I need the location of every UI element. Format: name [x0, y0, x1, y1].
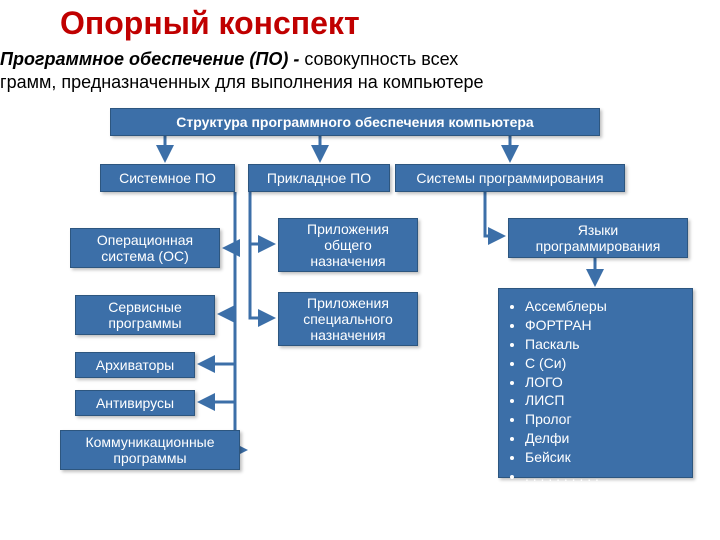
language-item: Бейсик	[525, 448, 682, 467]
box-system-software: Системное ПО	[100, 164, 235, 192]
subtitle-rest: совокупность всех	[304, 49, 458, 69]
box-languages: Языки программирования	[508, 218, 688, 258]
box-antivirus: Антивирусы	[75, 390, 195, 416]
box-application-software: Прикладное ПО	[248, 164, 390, 192]
language-item: ФОРТРАН	[525, 316, 682, 335]
language-item: Делфи	[525, 429, 682, 448]
language-item: Пролог	[525, 410, 682, 429]
language-list: АссемблерыФОРТРАНПаскальС (Си)ЛОГОЛИСППр…	[498, 288, 693, 478]
subtitle: Программное обеспечение (ПО) - совокупно…	[0, 48, 720, 93]
box-programming-systems: Системы программирования	[395, 164, 625, 192]
box-archivers: Архиваторы	[75, 352, 195, 378]
language-list-ul: АссемблерыФОРТРАНПаскальС (Си)ЛОГОЛИСППр…	[507, 297, 682, 486]
language-item: ЛИСП	[525, 391, 682, 410]
language-item: . . . . . . . . . .	[525, 467, 682, 486]
box-service-progs: Сервисные программы	[75, 295, 215, 335]
subtitle-line2: грамм, предназначенных для выполнения на…	[0, 72, 484, 92]
subtitle-lead: Программное обеспечение (ПО) -	[0, 49, 304, 69]
language-item: ЛОГО	[525, 373, 682, 392]
diagram-stage: Опорный конспект Программное обеспечение…	[0, 0, 720, 540]
language-item: Паскаль	[525, 335, 682, 354]
root-box: Структура программного обеспечения компь…	[110, 108, 600, 136]
box-os: Операционная система (ОС)	[70, 228, 220, 268]
box-general-apps: Приложения общего назначения	[278, 218, 418, 272]
box-special-apps: Приложения специального назначения	[278, 292, 418, 346]
page-title: Опорный конспект	[60, 5, 360, 42]
language-item: С (Си)	[525, 354, 682, 373]
box-comm-progs: Коммуникационные программы	[60, 430, 240, 470]
language-item: Ассемблеры	[525, 297, 682, 316]
